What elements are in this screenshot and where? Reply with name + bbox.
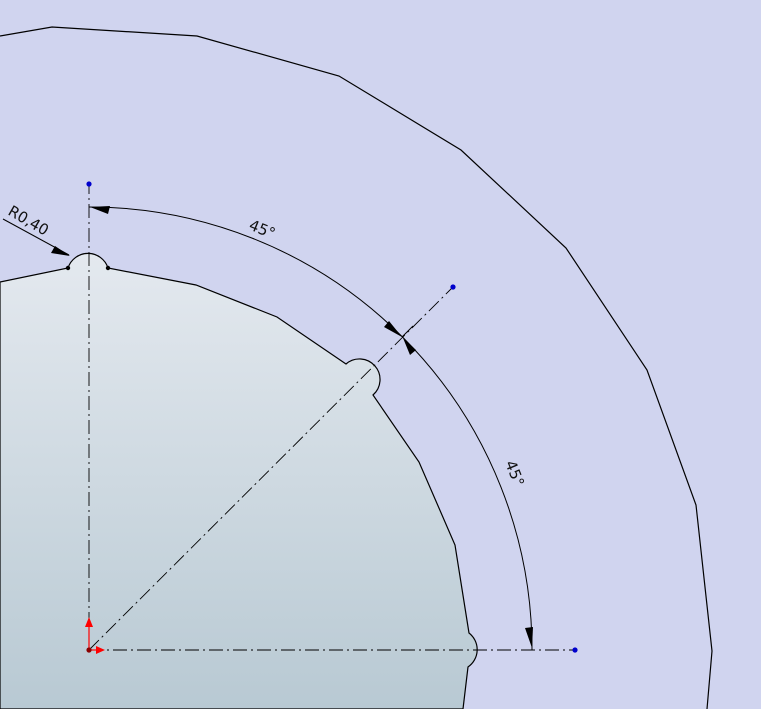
construction-lines [88,185,575,651]
part-body[interactable] [0,252,478,709]
origin-triad-icon [85,617,105,654]
radius-dimension-label[interactable]: R0,40 [5,202,52,240]
diagonal-centerline[interactable] [88,286,454,651]
arrow-mid-upper [384,321,402,337]
angle-dimension-top-label[interactable]: 45° [247,216,278,243]
arrow-bottom [525,627,533,648]
endpoint-diagonal[interactable] [450,284,456,290]
arc-point-right[interactable] [105,265,111,271]
arrow-mid-lower [403,338,416,355]
radius-arrow [51,246,70,256]
angle-extension-line [401,325,414,338]
sketch-points [86,181,578,653]
arc-endpoints [65,265,111,271]
arrow-top [90,206,110,214]
outer-circle[interactable] [0,26,713,709]
endpoint-right[interactable] [572,647,578,653]
endpoint-top[interactable] [86,181,92,187]
arc-point-left[interactable] [65,265,71,271]
angle-dimension-bottom-label[interactable]: 45° [501,458,528,489]
dimension-arrows [90,206,533,648]
